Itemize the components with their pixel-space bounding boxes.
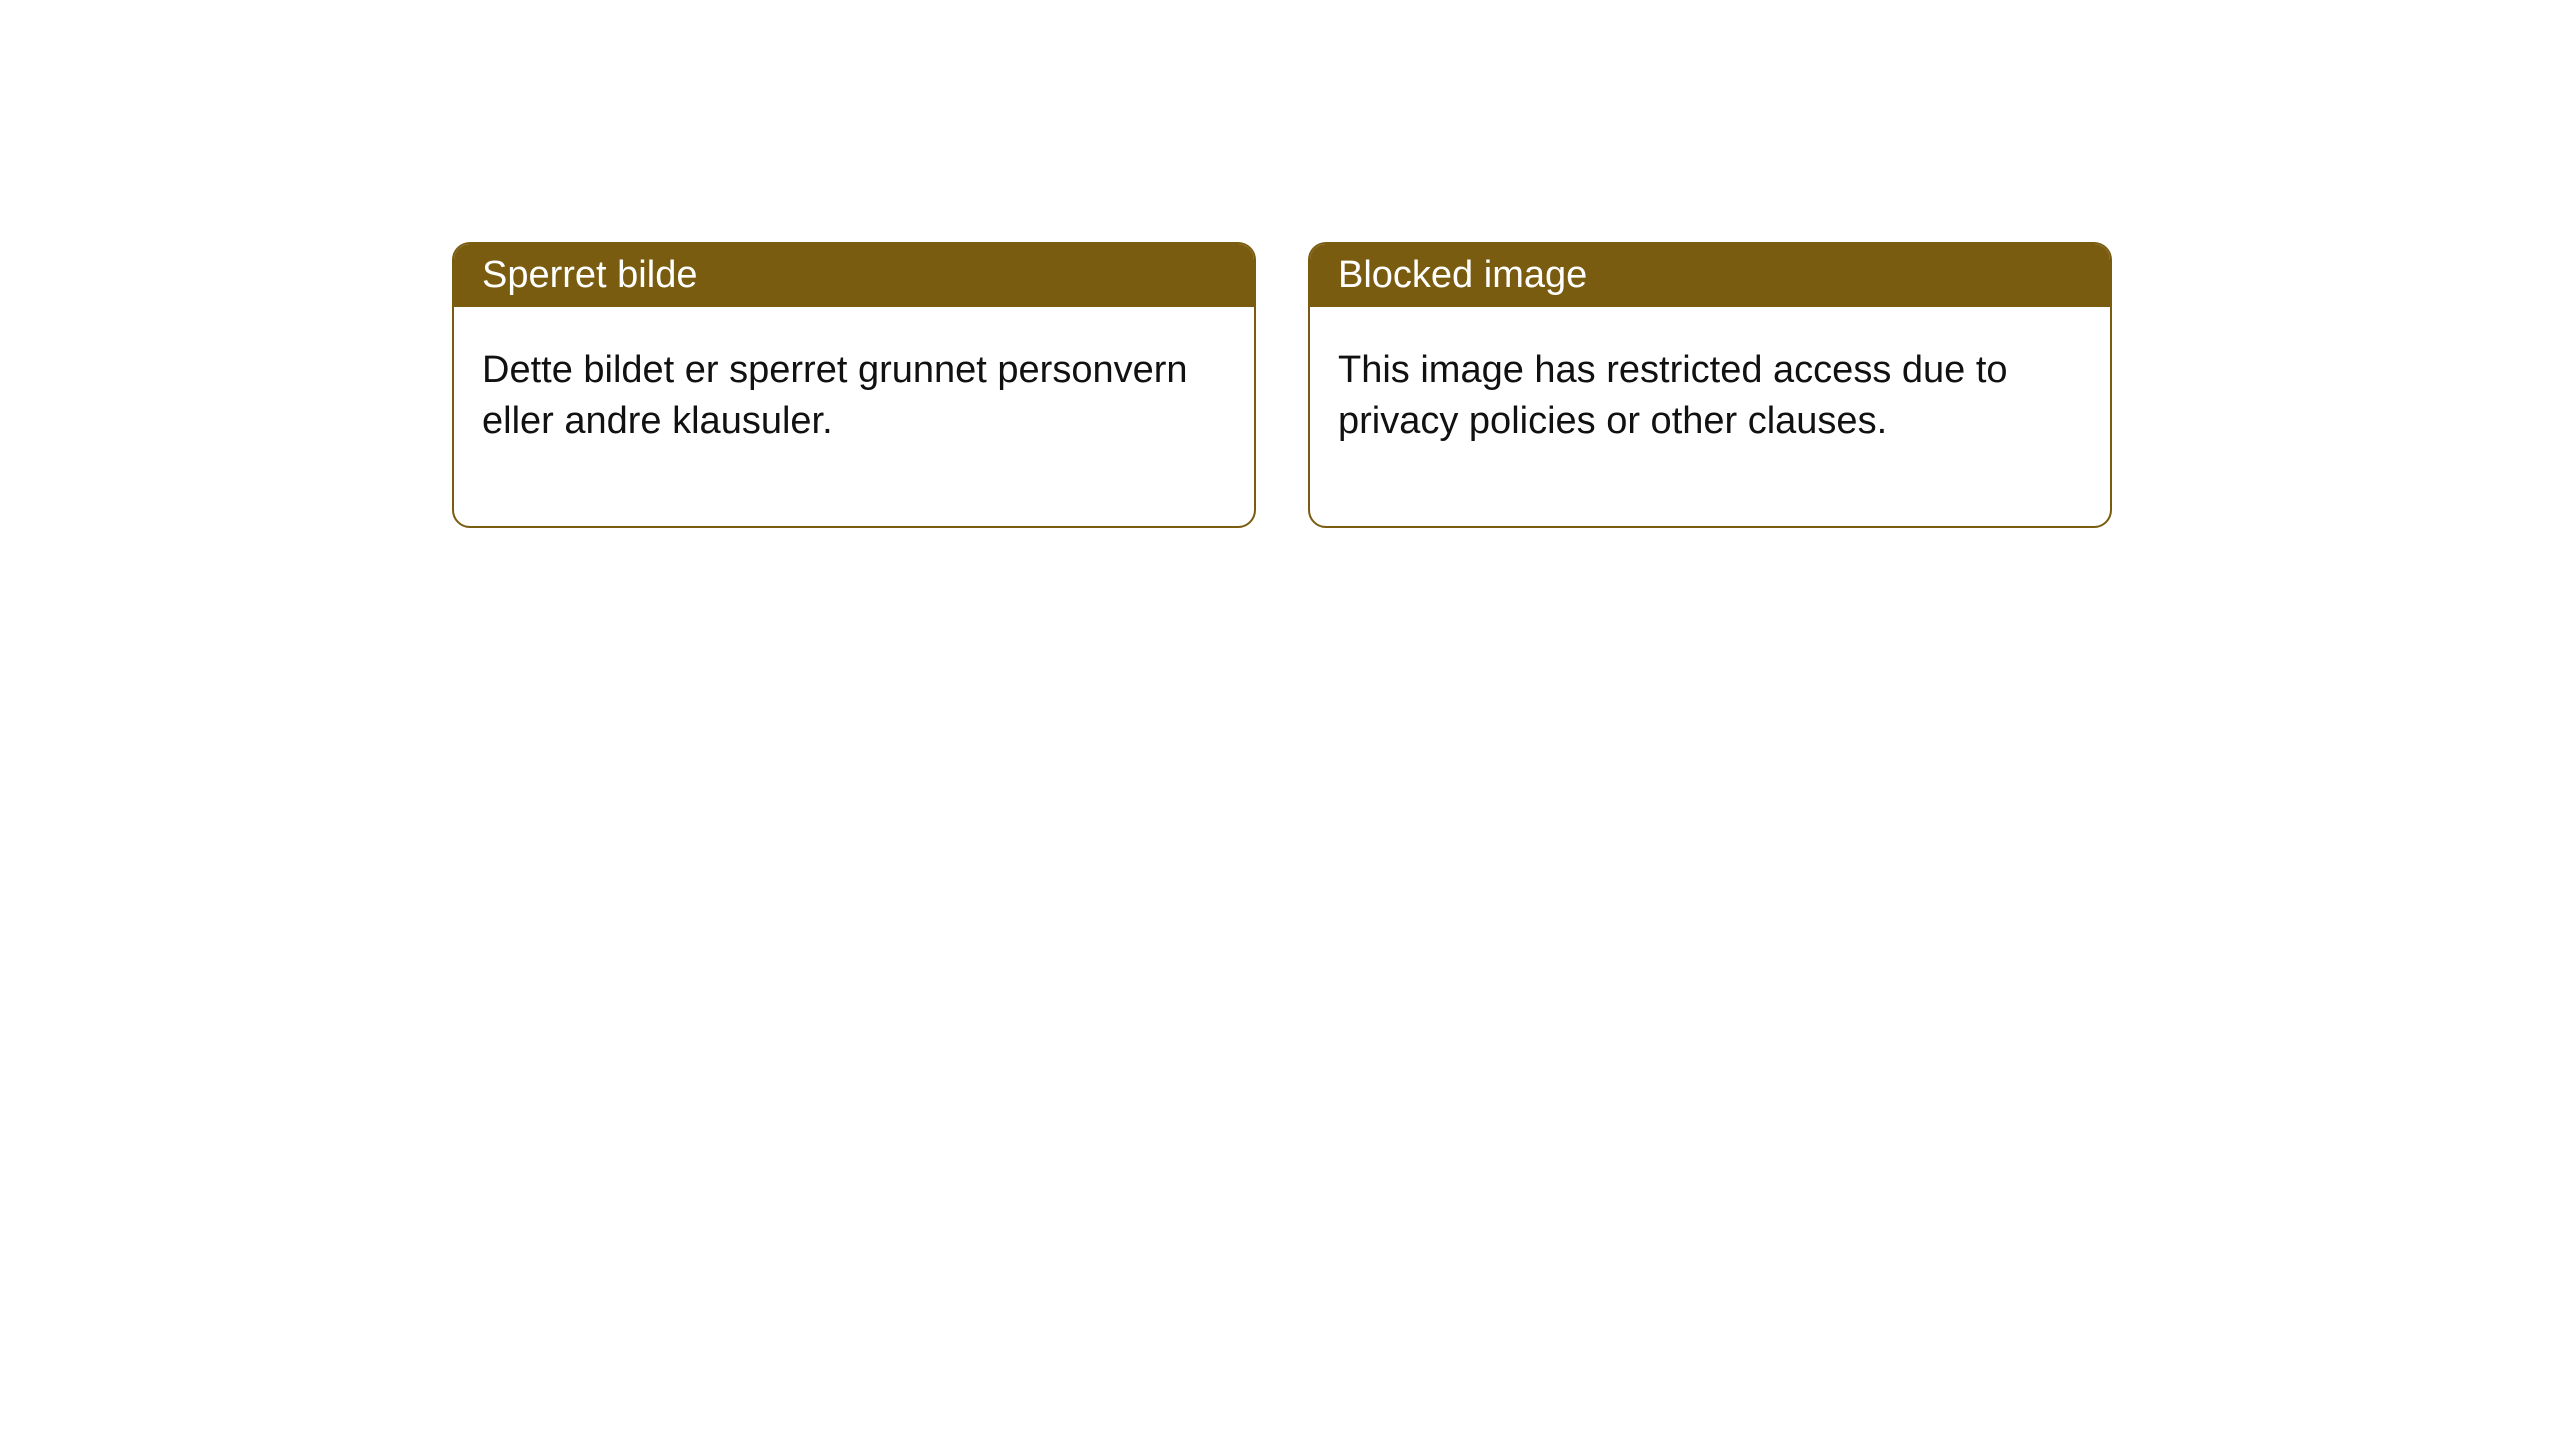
card-header-en: Blocked image: [1310, 244, 2110, 307]
blocked-image-card-en: Blocked image This image has restricted …: [1308, 242, 2112, 528]
card-header-no: Sperret bilde: [454, 244, 1254, 307]
cards-container: Sperret bilde Dette bildet er sperret gr…: [0, 0, 2560, 528]
card-body-en: This image has restricted access due to …: [1310, 307, 2110, 526]
card-body-no: Dette bildet er sperret grunnet personve…: [454, 307, 1254, 526]
blocked-image-card-no: Sperret bilde Dette bildet er sperret gr…: [452, 242, 1256, 528]
